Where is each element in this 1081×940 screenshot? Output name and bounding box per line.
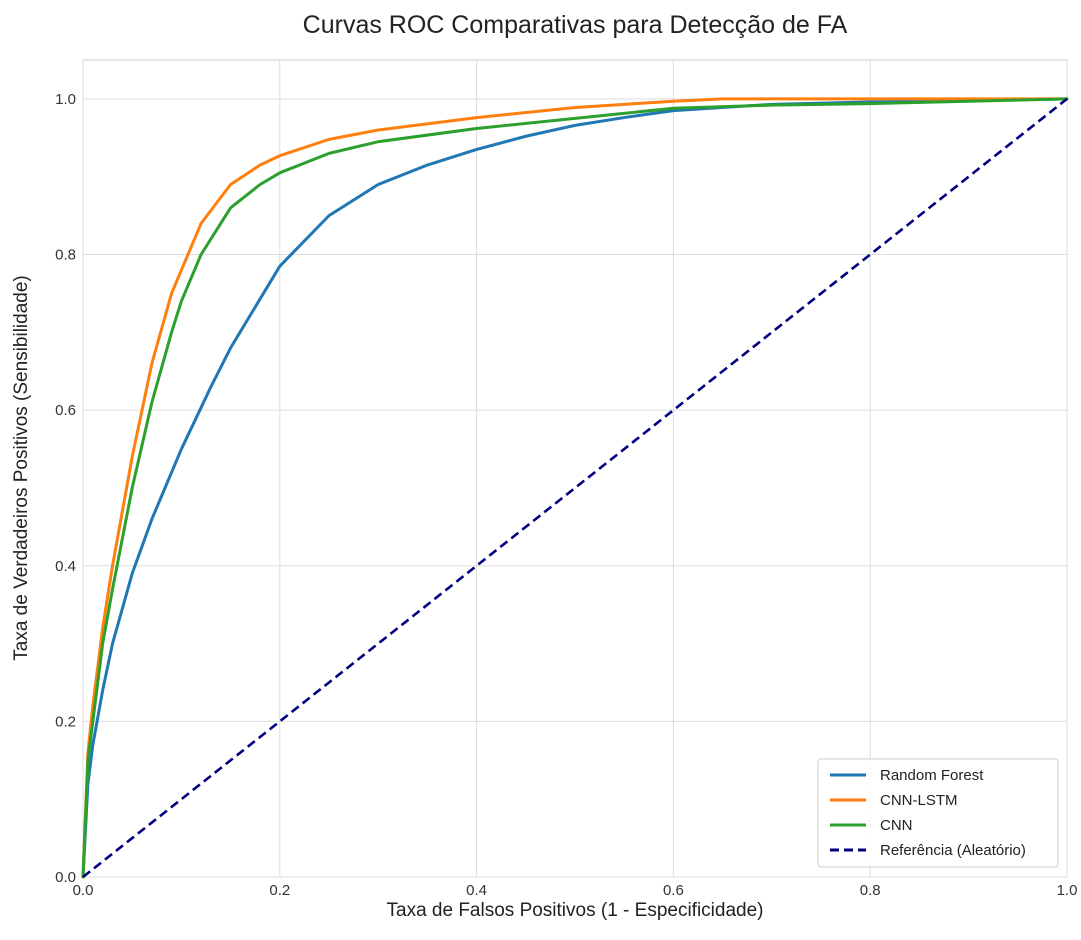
x-tick-label: 0.8 xyxy=(860,882,881,899)
series-lines xyxy=(81,97,1069,879)
chart-title: Curvas ROC Comparativas para Detecção de… xyxy=(303,11,848,39)
legend: Random Forest CNN-LSTM CNN Referência (Alea… xyxy=(817,758,1059,868)
legend-box xyxy=(817,758,1059,868)
x-axis-label: Taxa de Falsos Positivos (1 - Especifici… xyxy=(387,900,764,921)
x-tick-label: 0.2 xyxy=(269,882,290,899)
series-line-cnn xyxy=(81,97,1069,879)
x-tick-label: 0.0 xyxy=(73,882,94,899)
legend-label-cnn-lstm: CNN-LSTM xyxy=(880,792,958,809)
legend-label-refer-ncia-aleat-rio: Referência (Aleatório) xyxy=(880,842,1026,859)
x-tick-label: 0.4 xyxy=(466,882,487,899)
y-tick-label: 0.0 xyxy=(55,869,76,886)
series-line-cnn-lstm xyxy=(81,97,1069,879)
x-tick-label: 0.6 xyxy=(663,882,684,899)
x-tick-label: 1.0 xyxy=(1057,882,1078,899)
tick-labels: 0.0 0.2 0.4 0.6 0.8 1.0 0.0 0.2 0.4 0.6 0.8 1.0 xyxy=(55,91,1077,899)
y-tick-label: 0.4 xyxy=(55,558,76,575)
legend-label-random-forest: Random Forest xyxy=(880,767,984,784)
plot-area xyxy=(82,59,1068,878)
legend-label-cnn: CNN xyxy=(880,817,913,834)
grid-lines xyxy=(82,60,1068,878)
y-axis-label: Taxa de Verdadeiros Positivos (Sensibili… xyxy=(11,275,32,661)
y-tick-label: 0.2 xyxy=(55,713,76,730)
y-tick-label: 0.6 xyxy=(55,402,76,419)
y-tick-label: 1.0 xyxy=(55,91,76,108)
y-tick-label: 0.8 xyxy=(55,247,76,264)
